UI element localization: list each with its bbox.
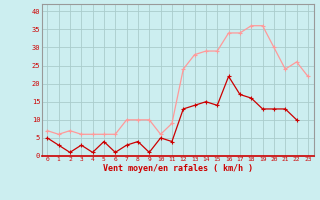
X-axis label: Vent moyen/en rafales ( km/h ): Vent moyen/en rafales ( km/h ) xyxy=(103,164,252,173)
